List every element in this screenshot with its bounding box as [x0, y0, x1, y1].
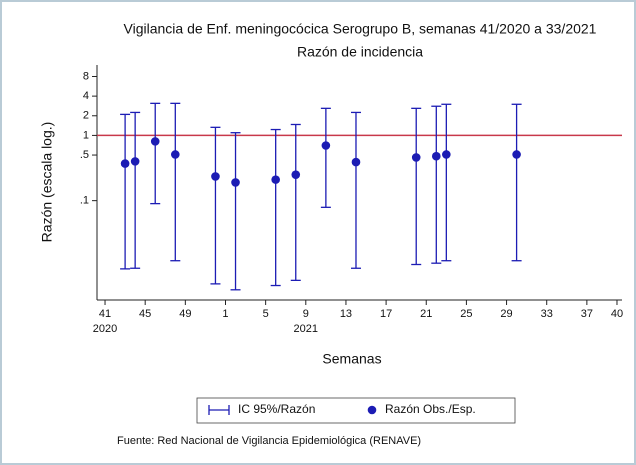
- x-axis-label: Semanas: [322, 351, 381, 367]
- x-tick-label: 37: [581, 308, 593, 320]
- x-tick-label: 5: [263, 308, 269, 320]
- legend-label: Razón Obs./Esp.: [385, 402, 476, 416]
- data-point: [512, 150, 521, 159]
- error-bar: [210, 126, 221, 285]
- x-tick-label: 40: [611, 308, 623, 320]
- x-tick-label: 17: [380, 308, 392, 320]
- x-year-label: 2020: [93, 323, 117, 335]
- x-tick-label: 1: [222, 308, 228, 320]
- error-bar: [150, 102, 161, 205]
- chart-title: Vigilancia de Enf. meningocócica Serogru…: [124, 21, 597, 37]
- x-tick-label: 25: [460, 308, 472, 320]
- error-bar: [511, 103, 522, 262]
- error-bar: [230, 132, 241, 291]
- x-tick-label: 41: [99, 308, 111, 320]
- error-bar: [320, 107, 331, 208]
- x-tick-label: 29: [500, 308, 512, 320]
- error-bar: [270, 128, 281, 287]
- error-bar: [170, 102, 181, 262]
- data-point: [321, 141, 331, 150]
- y-tick-label: 8: [83, 70, 89, 82]
- data-point: [170, 150, 180, 159]
- data-point: [271, 175, 280, 184]
- data-point: [431, 151, 441, 161]
- data-point: [351, 157, 361, 167]
- source-note: Fuente: Red Nacional de Vigilancia Epide…: [117, 435, 421, 447]
- error-bar: [411, 107, 422, 266]
- chart-subtitle: Razón de incidencia: [297, 44, 423, 60]
- data-point: [120, 159, 130, 168]
- y-tick-label: .1: [80, 195, 89, 207]
- x-tick-label: 13: [340, 308, 352, 320]
- error-bar: [290, 123, 301, 282]
- error-bar: [120, 113, 131, 270]
- error-bar: [130, 111, 141, 269]
- legend-label: IC 95%/Razón: [238, 402, 315, 416]
- error-bar: [350, 111, 361, 269]
- legend-dot-icon: [367, 405, 377, 415]
- x-tick-label: 49: [179, 308, 191, 320]
- x-tick-label: 33: [541, 308, 553, 320]
- y-tick-label: 4: [83, 90, 89, 102]
- data-point: [150, 137, 160, 146]
- error-bar: [431, 105, 442, 264]
- error-bar: [441, 103, 452, 262]
- data-point: [442, 150, 451, 159]
- legend-box: [196, 397, 516, 424]
- x-tick-label: 9: [303, 308, 309, 320]
- y-tick-label: 2: [83, 110, 89, 122]
- x-tick-label: 21: [420, 308, 432, 320]
- data-point: [130, 157, 140, 166]
- x-tick-label: 45: [139, 308, 151, 320]
- data-point: [211, 172, 220, 181]
- y-tick-label: 1: [83, 129, 89, 141]
- data-point: [411, 153, 421, 162]
- data-point: [291, 170, 301, 179]
- data-point: [231, 178, 240, 187]
- x-year-label: 2021: [294, 323, 318, 335]
- y-axis-label: Razón (escala log.): [39, 122, 55, 243]
- y-tick-label: .5: [80, 149, 89, 161]
